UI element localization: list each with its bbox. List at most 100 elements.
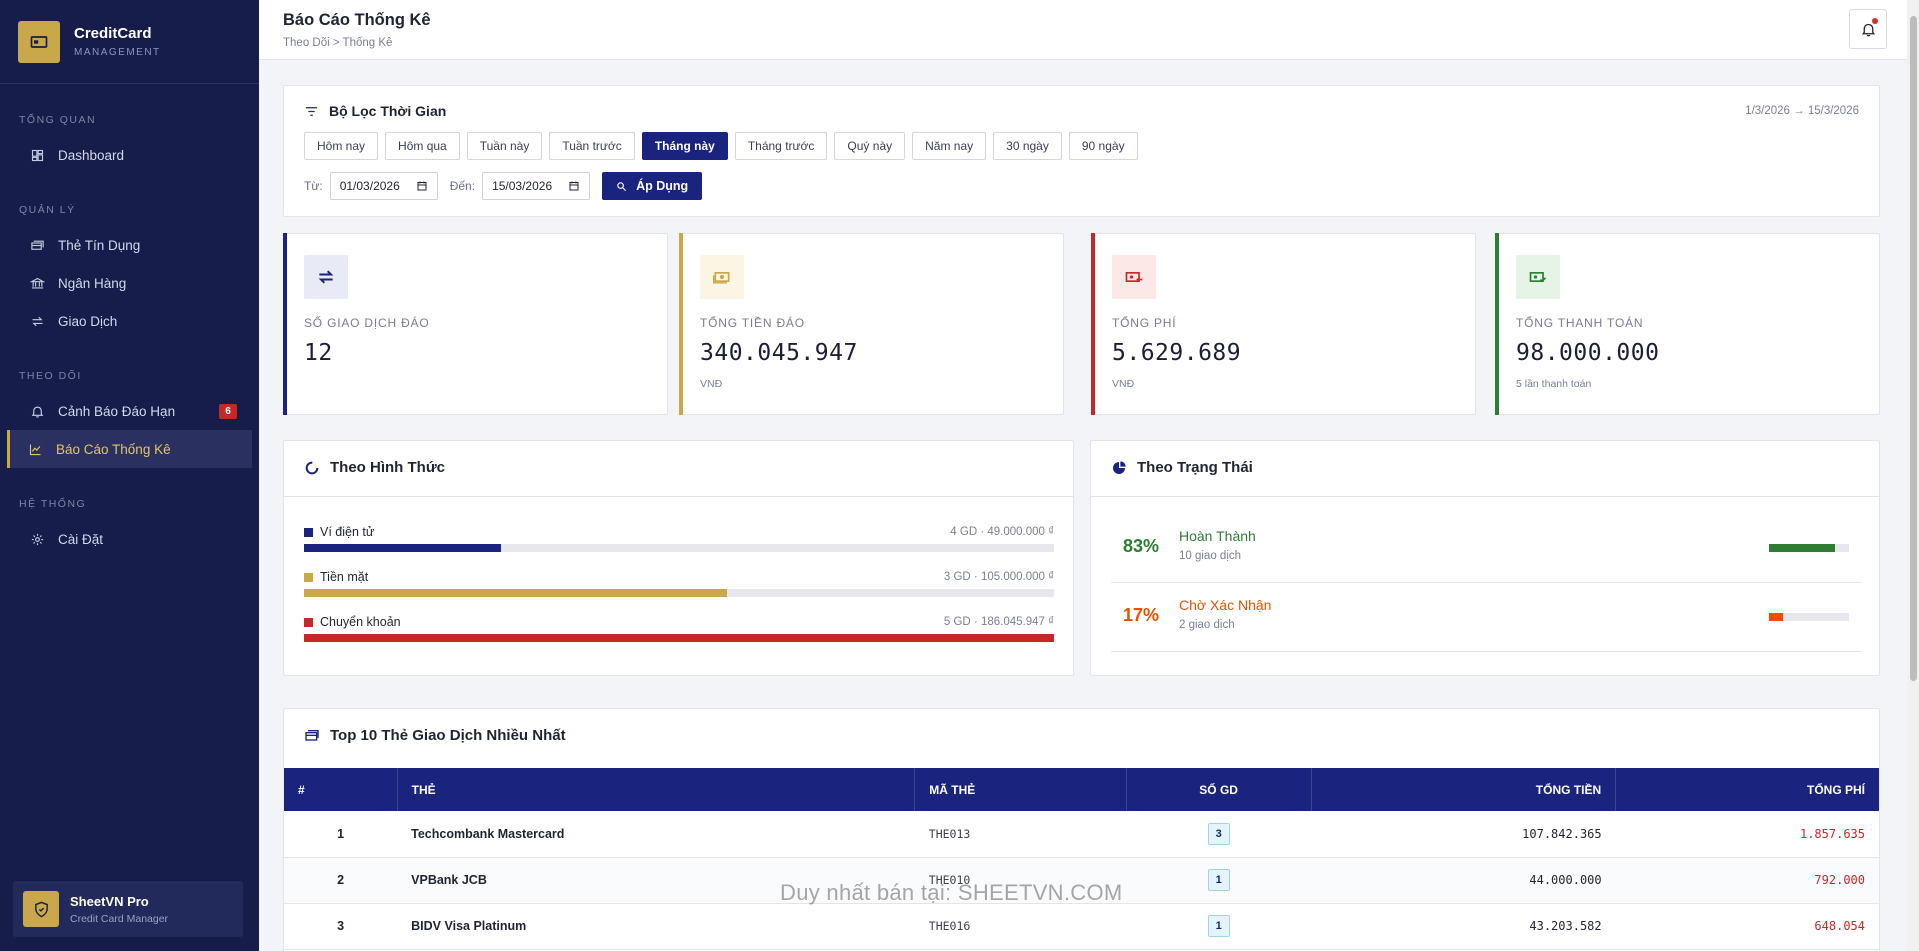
stat-card: TỔNG PHÍ 5.629.689 VNĐ <box>1091 233 1476 415</box>
date-range-row: Từ: 01/03/2026 Đến: 15/03/2026 Áp Dụng <box>304 172 703 200</box>
bank-icon <box>29 275 45 291</box>
preset-button[interactable]: 90 ngày <box>1068 132 1138 160</box>
preset-button[interactable]: Quý này <box>834 132 906 160</box>
bell-icon <box>1861 23 1875 36</box>
column-header[interactable]: # <box>284 768 398 811</box>
status-name: Chờ Xác Nhận <box>1179 597 1272 613</box>
cards-icon <box>29 237 45 253</box>
cell-code: THE013 <box>914 811 1127 858</box>
money-minus-icon <box>1112 255 1156 299</box>
sidebar-item-label: Dashboard <box>58 147 125 163</box>
stat-note: VNĐ <box>700 378 723 390</box>
sidebar-item-dashboard[interactable]: Dashboard <box>7 136 252 174</box>
column-header[interactable]: TỔNG PHÍ <box>1615 768 1879 811</box>
preset-button[interactable]: Hôm nay <box>304 132 379 160</box>
method-progress-fill <box>304 634 1054 642</box>
from-date-input[interactable]: 01/03/2026 <box>329 172 438 200</box>
sidebar-item-chart[interactable]: Báo Cáo Thống Kê <box>7 430 252 468</box>
nav-section-label: QUẢN LÝ <box>19 204 76 216</box>
method-label: Chuyển khoản <box>320 615 401 629</box>
notification-button[interactable] <box>1849 9 1887 49</box>
method-name: Tiền mặt <box>304 570 368 584</box>
legend-swatch <box>304 572 313 582</box>
status-name: Hoàn Thành <box>1179 528 1256 544</box>
cell-fee: 648.054 <box>1615 903 1879 950</box>
status-progress-fill <box>1769 544 1836 552</box>
stat-card: SỐ GIAO DỊCH ĐÁO 12 <box>283 233 668 415</box>
stat-value: 98.000.000 <box>1516 340 1660 366</box>
status-count: 10 giao dịch <box>1179 550 1242 562</box>
alert-count-badge: 6 <box>219 403 237 419</box>
status-count: 2 giao dịch <box>1179 619 1235 631</box>
donut-icon <box>305 461 319 474</box>
column-header[interactable]: TỔNG TIỀN <box>1311 768 1617 811</box>
column-header[interactable]: MÃ THẺ <box>914 768 1127 811</box>
top-cards-title: Top 10 Thẻ Giao Dịch Nhiều Nhất <box>330 727 566 744</box>
preset-button[interactable]: Tuần trước <box>549 132 635 160</box>
column-header[interactable]: SỐ GD <box>1126 768 1312 811</box>
status-title: Theo Trạng Thái <box>1137 459 1253 476</box>
status-row: 83% Hoàn Thành 10 giao dịch <box>1111 514 1861 583</box>
sidebar-item-cards[interactable]: Thẻ Tín Dụng <box>7 226 252 264</box>
table-row[interactable]: 1 Techcombank Mastercard THE013 3 107.842.36… <box>284 811 1879 858</box>
footer-subtitle: Credit Card Manager <box>70 912 169 925</box>
apply-button[interactable]: Áp Dụng <box>602 172 703 200</box>
stat-label: TỔNG TIỀN ĐÁO <box>700 316 805 330</box>
preset-button[interactable]: 30 ngày <box>993 132 1062 160</box>
money-check-icon <box>1516 255 1560 299</box>
stat-card: TỔNG TIỀN ĐÁO 340.045.947 VNĐ <box>679 233 1064 415</box>
method-name: Ví điện tử <box>304 525 374 539</box>
page-title: Báo Cáo Thống Kê <box>283 11 431 29</box>
status-progress-fill <box>1769 613 1783 621</box>
to-date-value: 15/03/2026 <box>492 179 553 193</box>
breadcrumb: Theo Dõi > Thống Kê <box>283 37 393 49</box>
preset-button[interactable]: Tháng trước <box>734 132 828 160</box>
top-cards-heading: Top 10 Thẻ Giao Dịch Nhiều Nhất <box>304 727 566 744</box>
top-header: Báo Cáo Thống Kê Theo Dõi > Thống Kê <box>259 0 1907 60</box>
preset-button[interactable]: Tuần này <box>466 132 543 160</box>
table-row[interactable]: 3 BIDV Visa Platinum THE016 1 43.203.582 648.… <box>284 903 1879 950</box>
scrollbar-thumb[interactable] <box>1910 16 1917 681</box>
stat-card: TỔNG THANH TOÁN 98.000.000 5 lần thanh toá… <box>1495 233 1880 415</box>
divider <box>1091 496 1879 497</box>
preset-button[interactable]: Tháng này <box>641 132 728 160</box>
sidebar-item-label: Cảnh Báo Đáo Hạn <box>58 403 176 419</box>
table-row[interactable]: 2 VPBank JCB THE010 1 44.000.000 792.000 <box>284 857 1879 904</box>
cell-rank: 3 <box>284 903 398 950</box>
brand[interactable]: CreditCard MANAGEMENT <box>0 0 259 84</box>
to-label: Đến: <box>449 179 476 193</box>
sidebar-item-gear[interactable]: Cài Đặt <box>7 520 252 558</box>
column-header[interactable]: THẺ <box>397 768 916 811</box>
method-progress-track <box>304 589 1054 597</box>
footer-title: SheetVN Pro <box>70 893 149 909</box>
cards-icon <box>305 729 319 741</box>
search-icon <box>617 181 627 191</box>
sidebar-item-bank[interactable]: Ngân Hàng <box>7 264 252 302</box>
nav-section-label: THEO DÕI <box>19 370 82 382</box>
filter-heading: Bộ Lọc Thời Gian <box>304 103 446 119</box>
stat-label: TỔNG THANH TOÁN <box>1516 316 1644 330</box>
method-amount: 3 GD · 105.000.000 ₫ <box>943 571 1054 583</box>
brand-title: CreditCard <box>74 25 152 42</box>
page-scrollbar[interactable] <box>1907 0 1919 951</box>
method-amount: 4 GD · 49.000.000 ₫ <box>950 526 1054 538</box>
stat-note: 5 lần thanh toán <box>1516 378 1592 390</box>
to-date-input[interactable]: 15/03/2026 <box>482 172 591 200</box>
status-progress-track <box>1769 613 1849 621</box>
status-row: 17% Chờ Xác Nhận 2 giao dịch <box>1111 583 1861 652</box>
status-percent: 83% <box>1123 536 1160 556</box>
preset-button[interactable]: Hôm qua <box>385 132 460 160</box>
sidebar-item-transfer[interactable]: Giao Dịch <box>7 302 252 340</box>
cell-total: 44.000.000 <box>1311 857 1616 904</box>
cell-fee: 792.000 <box>1615 857 1879 904</box>
sidebar-item-label: Ngân Hàng <box>58 275 127 291</box>
method-progress-track <box>304 634 1054 642</box>
dashboard-icon <box>29 147 45 163</box>
sidebar-nav: TỔNG QUAN Dashboard QUẢN LÝ Thẻ Tín Dụng Ngâ… <box>0 114 259 558</box>
sidebar-item-label: Báo Cáo Thống Kê <box>56 441 171 457</box>
count-badge: 1 <box>1207 915 1230 937</box>
preset-button[interactable]: Năm nay <box>912 132 987 160</box>
sidebar-item-bell[interactable]: Cảnh Báo Đáo Hạn 6 <box>7 392 252 430</box>
nav-section-label: HỆ THỐNG <box>19 498 87 510</box>
method-heading: Theo Hình Thức <box>304 459 445 476</box>
